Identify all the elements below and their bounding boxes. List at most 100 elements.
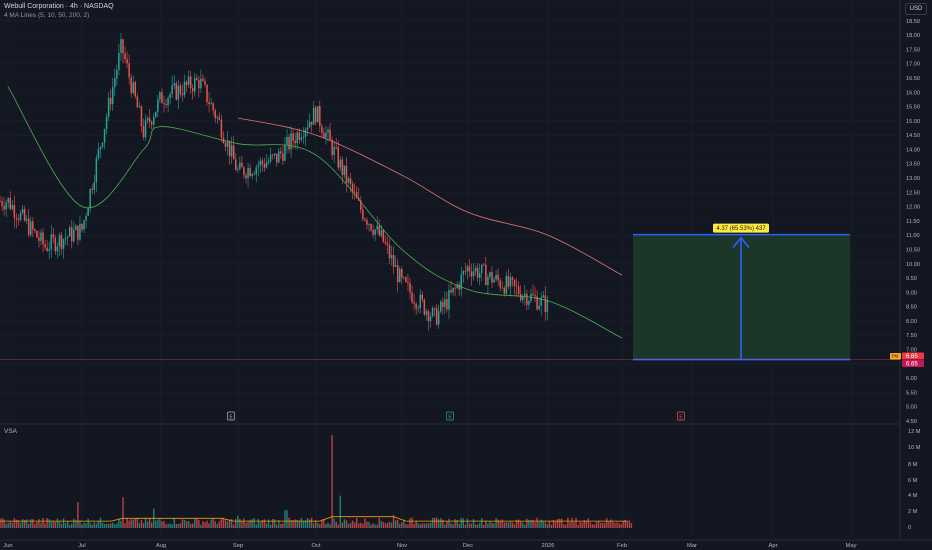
volume-bar (114, 524, 116, 528)
volume-bar (294, 519, 296, 528)
volume-bar (503, 522, 505, 528)
candle-body (126, 59, 128, 64)
volume-bar (0, 518, 1, 528)
indicator-label[interactable]: 4 MA Lines (5, 10, 50, 200, 2) (4, 12, 90, 19)
candle-body (437, 311, 440, 325)
volume-bar (427, 523, 430, 528)
candle-body (243, 167, 245, 176)
candle-body (9, 197, 11, 209)
candle-body (290, 133, 292, 150)
candle-body (292, 133, 294, 141)
time-tick-label: Jun (3, 543, 12, 549)
candle-body (271, 154, 274, 156)
candle-body (427, 311, 430, 322)
candle-body (64, 237, 67, 240)
volume-bar (472, 519, 475, 528)
candle-body (75, 225, 77, 231)
volume-bar (497, 519, 499, 528)
candle-body (142, 126, 145, 138)
volume-bar (608, 521, 610, 528)
candle-body (124, 53, 126, 60)
candle-body (265, 162, 268, 168)
volume-bar (345, 520, 348, 528)
volume-bar (364, 518, 366, 528)
candle-body (314, 107, 317, 123)
volume-bar (604, 522, 606, 528)
price-axis[interactable]: 19.0018.5018.0017.5017.0016.5016.0015.50… (906, 5, 920, 426)
earnings-marker[interactable] (677, 411, 685, 421)
volume-bar (606, 518, 608, 528)
time-tick-label: Dec (463, 543, 473, 549)
volume-bar (220, 519, 223, 528)
candle-body (97, 149, 100, 159)
volume-bar (196, 517, 198, 528)
candle-body (528, 301, 530, 305)
volume-bar (450, 523, 452, 528)
volume-bar (134, 518, 136, 528)
candle-body (505, 275, 508, 294)
volume-bar (122, 497, 124, 528)
volume-bar (563, 524, 565, 528)
candle-body (259, 160, 262, 166)
candle-body (458, 284, 460, 290)
time-axis[interactable]: Jun Jul Aug Sep Oct Nov Dec 2026 Feb Mar Apr May (3, 543, 856, 549)
volume-bar (202, 521, 204, 528)
candle-body (118, 52, 120, 70)
volume-bar (274, 519, 276, 528)
volume-bar (247, 521, 249, 528)
candle-body (460, 274, 462, 290)
volume-bar (261, 520, 264, 528)
volume-tick-label: 12 M (908, 429, 921, 435)
volume-bar (356, 518, 358, 528)
volume-bar (520, 521, 522, 528)
candle-body (368, 224, 370, 225)
candle-body (472, 271, 475, 277)
volume-bar (101, 522, 104, 528)
volume-bar (97, 520, 100, 528)
candle-body (323, 132, 325, 138)
candle-body (286, 136, 288, 145)
volume-bar (56, 518, 59, 528)
time-tick-label: 2026 (542, 543, 555, 549)
volume-bar (60, 523, 63, 528)
volume-bar (192, 523, 194, 528)
earnings-marker[interactable] (446, 411, 454, 421)
candle-body (228, 140, 231, 157)
volume-bar (9, 521, 11, 528)
volume-bar (163, 521, 165, 528)
price-tick-label: 10.00 (906, 262, 920, 268)
volume-bar (571, 518, 573, 528)
volume-bar (561, 518, 563, 528)
candle-body (435, 308, 438, 325)
volume-bar (89, 522, 91, 528)
candle-body (382, 230, 385, 242)
volume-ma-line (0, 516, 628, 522)
volume-bar (208, 523, 210, 528)
candle-body (540, 297, 542, 306)
volume-bar (565, 524, 567, 528)
volume-bar (87, 518, 89, 528)
currency-button[interactable]: USD (905, 3, 927, 15)
premarket-badge (890, 353, 901, 360)
target-label: 4.37 (65.53%) 437 (716, 226, 766, 232)
volume-bar (353, 522, 356, 528)
volume-bar (366, 521, 368, 528)
volume-pane-label[interactable]: VSA (4, 428, 18, 435)
volume-bar (15, 519, 18, 528)
volume-bar (282, 523, 284, 528)
volume-bar (269, 524, 272, 528)
volume-bar (569, 522, 571, 528)
volume-bar (253, 518, 255, 528)
earnings-marker[interactable] (227, 411, 235, 421)
time-tick-label: Apr (768, 543, 777, 549)
candle-body (120, 39, 122, 53)
price-tick-label: 17.50 (906, 47, 920, 53)
volume-bar (34, 523, 36, 528)
candle-body (317, 106, 319, 123)
time-tick-label: May (846, 543, 857, 549)
target-zone[interactable]: 4.37 (65.53%) 437 (633, 223, 850, 361)
volume-bar (628, 520, 631, 528)
volume-bar (438, 519, 440, 528)
candle-body (513, 279, 516, 286)
